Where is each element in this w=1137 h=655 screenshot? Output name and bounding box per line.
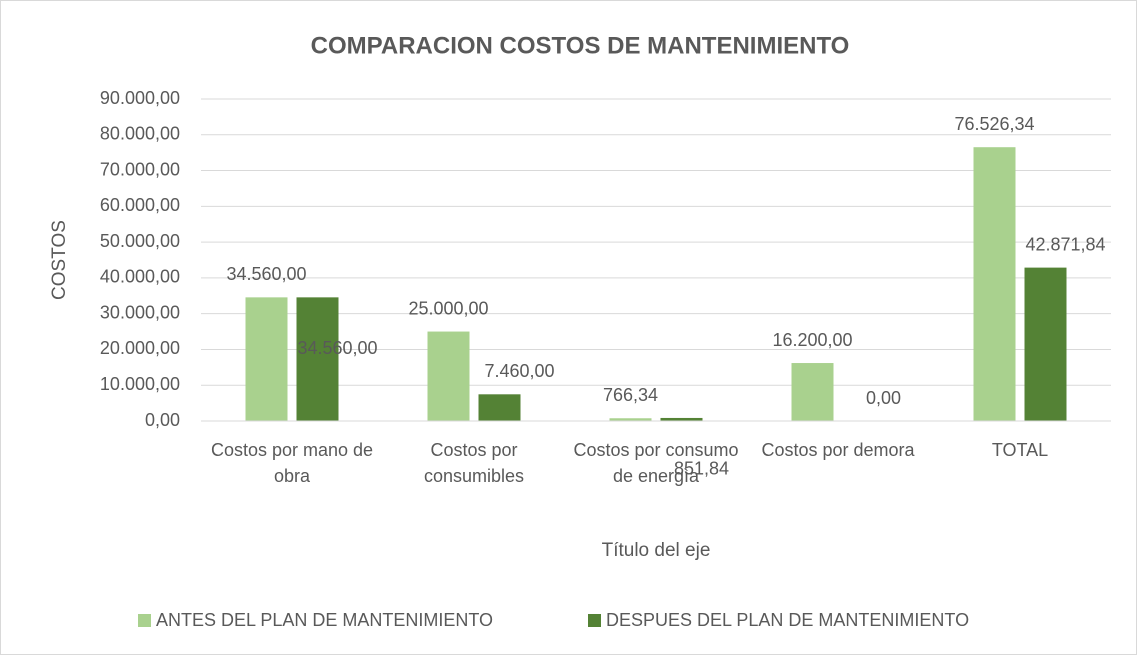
legend-swatch <box>588 614 601 627</box>
bar <box>973 147 1016 422</box>
value-label: 34.560,00 <box>297 338 377 358</box>
bar <box>1024 267 1067 421</box>
bar <box>245 297 288 421</box>
value-label: 851,84 <box>674 459 729 479</box>
x-tick-label: Costos por demora <box>761 440 915 460</box>
y-tick-label: 80.000,00 <box>100 124 180 144</box>
y-tick-label: 90.000,00 <box>100 88 180 108</box>
value-label: 0,00 <box>866 388 901 408</box>
legend-swatch <box>138 614 151 627</box>
value-label: 25.000,00 <box>408 298 488 318</box>
legend-label: ANTES DEL PLAN DE MANTENIMIENTO <box>156 610 493 630</box>
bar <box>478 394 521 421</box>
value-label: 34.560,00 <box>226 264 306 284</box>
y-tick-label: 0,00 <box>145 410 180 430</box>
legend-label: DESPUES DEL PLAN DE MANTENIMIENTO <box>606 610 969 630</box>
y-tick-label: 20.000,00 <box>100 338 180 358</box>
x-tick-label: Costos por consumo de energìa <box>573 440 739 486</box>
y-tick-label: 40.000,00 <box>100 267 180 287</box>
value-label: 7.460,00 <box>484 361 554 381</box>
chart-title: COMPARACION COSTOS DE MANTENIMIENTO <box>311 32 850 59</box>
x-tick-label: Costos por mano de obra <box>210 440 374 486</box>
value-label: 16.200,00 <box>772 330 852 350</box>
y-axis-title: COSTOS <box>49 220 70 300</box>
value-label: 42.871,84 <box>1025 234 1105 254</box>
x-tick-label: TOTAL <box>991 440 1049 460</box>
bar <box>427 331 470 421</box>
x-tick-label: Costos por consumibles <box>423 440 525 486</box>
y-tick-label: 30.000,00 <box>100 302 180 322</box>
bar <box>609 418 652 421</box>
bar <box>296 297 339 421</box>
value-label: 766,34 <box>603 385 658 405</box>
bar <box>791 363 834 421</box>
x-axis-title: Título del eje <box>602 540 711 561</box>
bar <box>660 417 703 421</box>
value-label: 76.526,34 <box>954 114 1034 134</box>
y-tick-label: 70.000,00 <box>100 159 180 179</box>
y-tick-label: 60.000,00 <box>100 195 180 215</box>
y-tick-label: 50.000,00 <box>100 231 180 251</box>
y-tick-label: 10.000,00 <box>100 374 180 394</box>
